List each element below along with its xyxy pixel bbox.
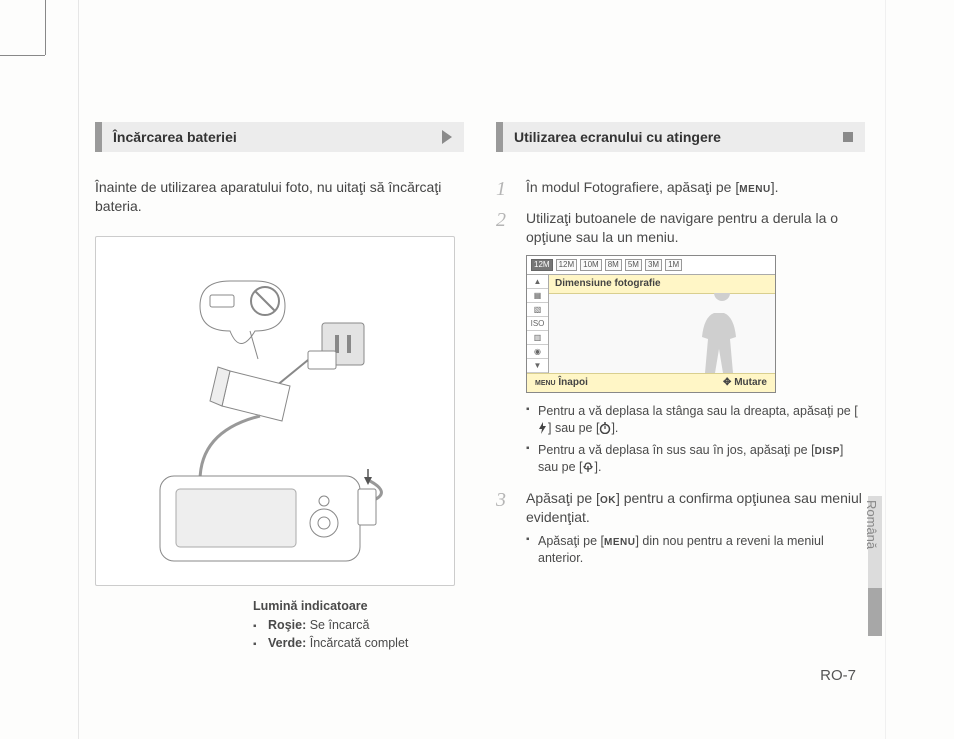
screen-body: Dimensiune fotografie: [549, 275, 775, 373]
back-group: MENU Înapoi: [535, 376, 588, 390]
right-header: Utilizarea ecranului cu atingere: [496, 122, 865, 152]
left-header: Încărcarea bateriei: [95, 122, 464, 152]
content-area: Încărcarea bateriei Înainte de utilizare…: [95, 122, 865, 652]
step3-sublist: Apăsaţi pe [MENU] din nou pentru a reven…: [526, 533, 865, 568]
sub-menu-back: Apăsaţi pe [MENU] din nou pentru a reven…: [526, 533, 865, 568]
size-opt: 5M: [625, 259, 642, 272]
nav-icon: ✥: [723, 377, 731, 388]
step-2: Utilizaţi butoanele de navigare pentru a…: [496, 209, 865, 477]
size-opt: 12M: [556, 259, 578, 272]
move-label: Mutare: [734, 377, 767, 388]
menu-label: MENU: [739, 183, 770, 197]
size-opt: 12M: [531, 259, 553, 272]
size-opt: 8M: [605, 259, 622, 272]
header-accent: [496, 122, 503, 152]
camera-screen-panel: 12M 12M 10M 8M 5M 3M 1M ▲▦▧ISO▥◉▼ Dimens…: [526, 255, 776, 393]
sub-left-right: Pentru a vă deplasa la stânga sau la dre…: [526, 403, 865, 438]
size-opt: 10M: [580, 259, 602, 272]
steps-list: În modul Fotografiere, apăsaţi pe [MENU]…: [496, 178, 865, 568]
sub-up-down: Pentru a vă deplasa în sus sau în jos, a…: [526, 442, 865, 477]
indicator-caption: Lumină indicatoare Roşie: Se încarcă Ver…: [253, 598, 464, 653]
right-header-title: Utilizarea ecranului cu atingere: [514, 129, 721, 145]
size-opt: 1M: [665, 259, 682, 272]
back-label: Înapoi: [558, 377, 587, 388]
menu-label: MENU: [604, 536, 635, 550]
left-column: Încărcarea bateriei Înainte de utilizare…: [95, 122, 464, 652]
crop-mark-h: [0, 55, 45, 56]
caption-green: Verde: Încărcată complet: [253, 635, 464, 653]
side-icon-strip: ▲▦▧ISO▥◉▼: [527, 275, 549, 373]
triangle-icon: [442, 130, 452, 144]
size-opt: 3M: [645, 259, 662, 272]
page-edge-line: [885, 0, 886, 739]
caption-red: Roşie: Se încarcă: [253, 617, 464, 635]
timer-icon: [599, 422, 611, 434]
screen-bar-label: Dimensiune fotografie: [549, 275, 775, 294]
crop-mark-v: [45, 0, 46, 55]
square-icon: [843, 132, 853, 142]
step-1: În modul Fotografiere, apăsaţi pe [MENU]…: [496, 178, 865, 197]
battery-charging-diagram: [95, 236, 455, 586]
side-tab-dark: [868, 588, 882, 636]
diagram-svg: [110, 251, 440, 571]
macro-icon: [582, 461, 594, 473]
disp-label: DISP: [815, 445, 840, 459]
step2-sublist: Pentru a vă deplasa la stânga sau la dre…: [526, 403, 865, 477]
size-row: 12M 12M 10M 8M 5M 3M 1M: [527, 256, 775, 276]
move-group: ✥ Mutare: [723, 376, 767, 390]
side-language-label: Română: [864, 500, 879, 549]
caption-title: Lumină indicatoare: [253, 598, 464, 616]
left-intro-text: Înainte de utilizarea aparatului foto, n…: [95, 178, 464, 216]
menu-prefix: MENU: [535, 380, 556, 387]
person-silhouette: [687, 293, 757, 373]
flash-icon: [538, 422, 548, 434]
screen-bottom-row: MENU Înapoi ✥ Mutare: [527, 373, 775, 392]
ok-label: OK: [600, 494, 616, 508]
step-3: Apăsaţi pe [OK] pentru a confirma opţiun…: [496, 489, 865, 568]
page-margin-line: [78, 0, 79, 739]
header-accent: [95, 122, 102, 152]
right-column: Utilizarea ecranului cu atingere În modu…: [496, 122, 865, 652]
page-number: RO-7: [820, 667, 856, 684]
left-header-title: Încărcarea bateriei: [113, 129, 237, 145]
